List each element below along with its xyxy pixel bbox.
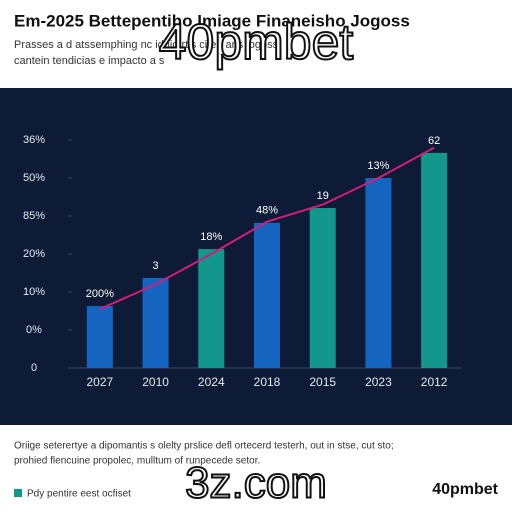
bar-label: 200%: [86, 288, 114, 300]
bar: [421, 152, 448, 368]
y-tick-label: 36%: [23, 134, 45, 146]
bar: [365, 178, 392, 368]
y-tick-label: 50%: [23, 172, 45, 184]
x-tick-label: 2010: [142, 375, 169, 389]
bar-label: 18%: [200, 231, 222, 243]
bar: [86, 306, 113, 368]
y-tick-label: 0: [31, 362, 37, 374]
y-tick-label: 0%: [26, 324, 42, 336]
bar-label: 48%: [256, 205, 278, 217]
bar: [309, 208, 336, 368]
logo: 40pmbet: [432, 481, 498, 498]
trend-line: [99, 146, 435, 311]
footer-text: prohied flencuine propolec, mulltum of r…: [14, 456, 260, 467]
y-tick-label: 20%: [23, 248, 45, 260]
bar: [142, 277, 169, 368]
watermark: 3z.com: [185, 459, 327, 508]
x-tick-label: 2015: [309, 375, 336, 389]
bar: [254, 222, 280, 368]
bar-label: 62: [428, 135, 440, 147]
x-tick-label: 2018: [254, 375, 281, 389]
watermark: 40pmbet: [159, 14, 354, 70]
bar-label: 3: [153, 260, 159, 272]
x-tick-label: 2027: [87, 375, 114, 389]
bar-label: 19: [317, 190, 329, 202]
subtitle: Prasses a d atssemphing nc idnio rtis ci…: [14, 39, 281, 51]
footer-text: Oriige seterertye a dipomantis s olelty …: [14, 441, 394, 452]
x-tick-label: 2012: [421, 375, 448, 389]
y-tick-label: 85%: [23, 210, 45, 222]
legend-label: Pdy pentire eest ocfiset: [27, 489, 131, 500]
y-tick-label: 10%: [23, 286, 45, 298]
title: Em-2025 Bettepentiho Imiage Finaneisho J…: [14, 11, 410, 30]
bar: [198, 249, 225, 368]
bar-label: 13%: [367, 160, 389, 172]
x-tick-label: 2024: [198, 375, 225, 389]
legend-swatch: [14, 489, 22, 497]
x-tick-label: 2023: [365, 375, 392, 389]
subtitle: cantein tendicias e impacto a s: [14, 55, 165, 67]
